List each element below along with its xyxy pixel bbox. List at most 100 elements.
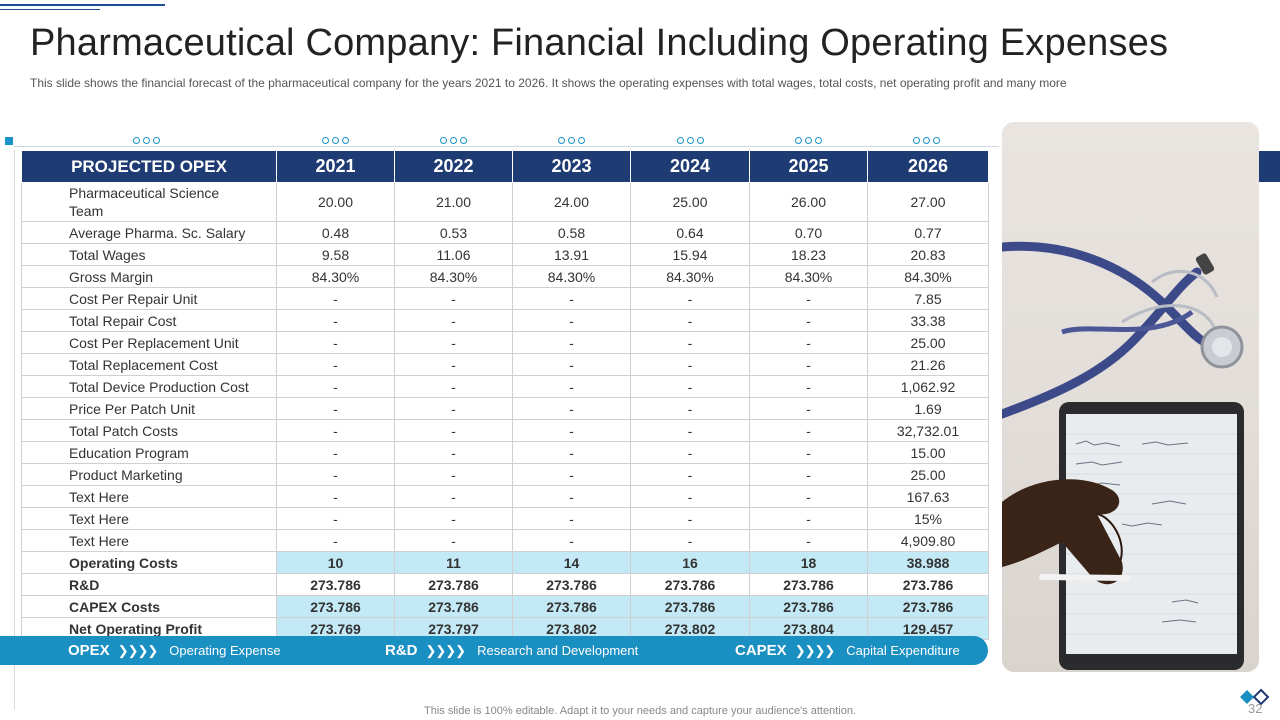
row-value: - [630, 309, 750, 332]
opex-table: PROJECTED OPEX 2021 2022 2023 2024 2025 … [21, 150, 989, 640]
row-value: - [512, 529, 631, 552]
row-value: - [394, 397, 513, 420]
row-label: Total Patch Costs [21, 419, 277, 442]
table-row: Cost Per Replacement Unit - - - - -25.00 [21, 331, 989, 354]
header-dots-icon [677, 137, 704, 144]
row-value: 1,062.92 [867, 375, 989, 398]
legend-capex: CAPEX ❯❯❯❯ Capital Expenditure [735, 636, 960, 665]
row-value: - [276, 309, 395, 332]
row-value: 15.94 [630, 243, 750, 266]
row-label: Text Here [21, 507, 277, 530]
row-label: Price Per Patch Unit [21, 397, 277, 420]
row-value: - [512, 507, 631, 530]
row-value: - [276, 441, 395, 464]
row-value: - [276, 529, 395, 552]
row-value: 273.804 [749, 617, 868, 640]
page-number: 32 [1248, 701, 1263, 716]
row-value: - [276, 353, 395, 376]
row-value: 25.00 [867, 331, 989, 354]
row-value: - [276, 375, 395, 398]
row-value: 273.786 [867, 573, 989, 596]
row-value: - [512, 441, 631, 464]
row-value: - [394, 507, 513, 530]
row-value: 20.83 [867, 243, 989, 266]
legend-key: OPEX [68, 642, 110, 659]
row-value: 273.786 [512, 573, 631, 596]
legend-text: Operating Expense [169, 643, 281, 658]
row-value: 273.769 [276, 617, 395, 640]
legend-rnd: R&D ❯❯❯❯ Research and Development [385, 636, 638, 665]
row-value: 1.69 [867, 397, 989, 420]
row-value: - [630, 397, 750, 420]
row-value: 18 [749, 551, 868, 574]
row-value: 167.63 [867, 485, 989, 508]
row-label: Text Here [21, 529, 277, 552]
table-row: Gross Margin 84.30% 84.30% 84.30% 84.30% 84.3… [21, 265, 989, 288]
row-label: Total Device Production Cost [21, 375, 277, 398]
header-dots-icon [133, 137, 160, 144]
accent-square [5, 137, 13, 145]
legend-text: Capital Expenditure [846, 643, 960, 658]
row-value: - [749, 441, 868, 464]
row-value: - [276, 485, 395, 508]
table-row: Text Here - - - - -15% [21, 507, 989, 530]
table-row: CAPEX Costs 273.786 273.786 273.786 273.786 2… [21, 595, 989, 618]
legend-bar: OPEX ❯❯❯❯ Operating Expense R&D ❯❯❯❯ Res… [0, 636, 988, 665]
row-value: 21.26 [867, 353, 989, 376]
row-value: 273.786 [867, 595, 989, 618]
row-value: - [749, 419, 868, 442]
row-label: Pharmaceutical Science Team [21, 182, 277, 222]
row-value: - [512, 397, 631, 420]
row-value: 273.786 [630, 573, 750, 596]
row-value: - [394, 419, 513, 442]
row-label: Total Wages [21, 243, 277, 266]
row-value: - [276, 287, 395, 310]
row-value: - [394, 375, 513, 398]
table-row: Text Here - - - - -4,909.80 [21, 529, 989, 552]
row-value: - [512, 375, 631, 398]
row-value: 0.64 [630, 221, 750, 244]
header-year: 2022 [394, 150, 513, 183]
row-value: 273.786 [276, 595, 395, 618]
row-value: 0.53 [394, 221, 513, 244]
header-dots-icon [440, 137, 467, 144]
row-value: 4,909.80 [867, 529, 989, 552]
table-row: Average Pharma. Sc. Salary 0.48 0.53 0.58 0.… [21, 221, 989, 244]
row-value: 273.786 [749, 573, 868, 596]
row-value: - [749, 485, 868, 508]
header-year: 2024 [630, 150, 750, 183]
row-value: 10 [276, 551, 395, 574]
row-value: 84.30% [394, 265, 513, 288]
row-value: - [512, 419, 631, 442]
row-value: 38.988 [867, 551, 989, 574]
row-label: Education Program [21, 441, 277, 464]
header-extension-bar [1255, 151, 1280, 182]
row-value: 273.786 [394, 595, 513, 618]
row-value: 273.802 [630, 617, 750, 640]
row-value: 21.00 [394, 182, 513, 222]
row-value: - [394, 353, 513, 376]
table-row: Price Per Patch Unit - - - - -1.69 [21, 397, 989, 420]
table-row: Net Operating Profit 273.769 273.797 273.80… [21, 617, 989, 640]
chevrons-icon: ❯❯❯❯ [794, 642, 836, 658]
table-row: R&D 273.786 273.786 273.786 273.786 273.786 27… [21, 573, 989, 596]
photo-illustration [1002, 241, 1244, 670]
row-value: 273.786 [630, 595, 750, 618]
row-value: 16 [630, 551, 750, 574]
row-value: - [630, 507, 750, 530]
header-dots-icon [913, 137, 940, 144]
row-value: - [749, 507, 868, 530]
legend-text: Research and Development [477, 643, 639, 658]
row-value: - [394, 287, 513, 310]
row-value: - [630, 441, 750, 464]
row-label: Gross Margin [21, 265, 277, 288]
row-value: - [749, 463, 868, 486]
row-value: - [512, 463, 631, 486]
row-value: 27.00 [867, 182, 989, 222]
row-value: 25.00 [630, 182, 750, 222]
row-value: 273.786 [276, 573, 395, 596]
row-value: 32,732.01 [867, 419, 989, 442]
row-value: - [394, 463, 513, 486]
table-row: Product Marketing - - - - -25.00 [21, 463, 989, 486]
row-value: 20.00 [276, 182, 395, 222]
